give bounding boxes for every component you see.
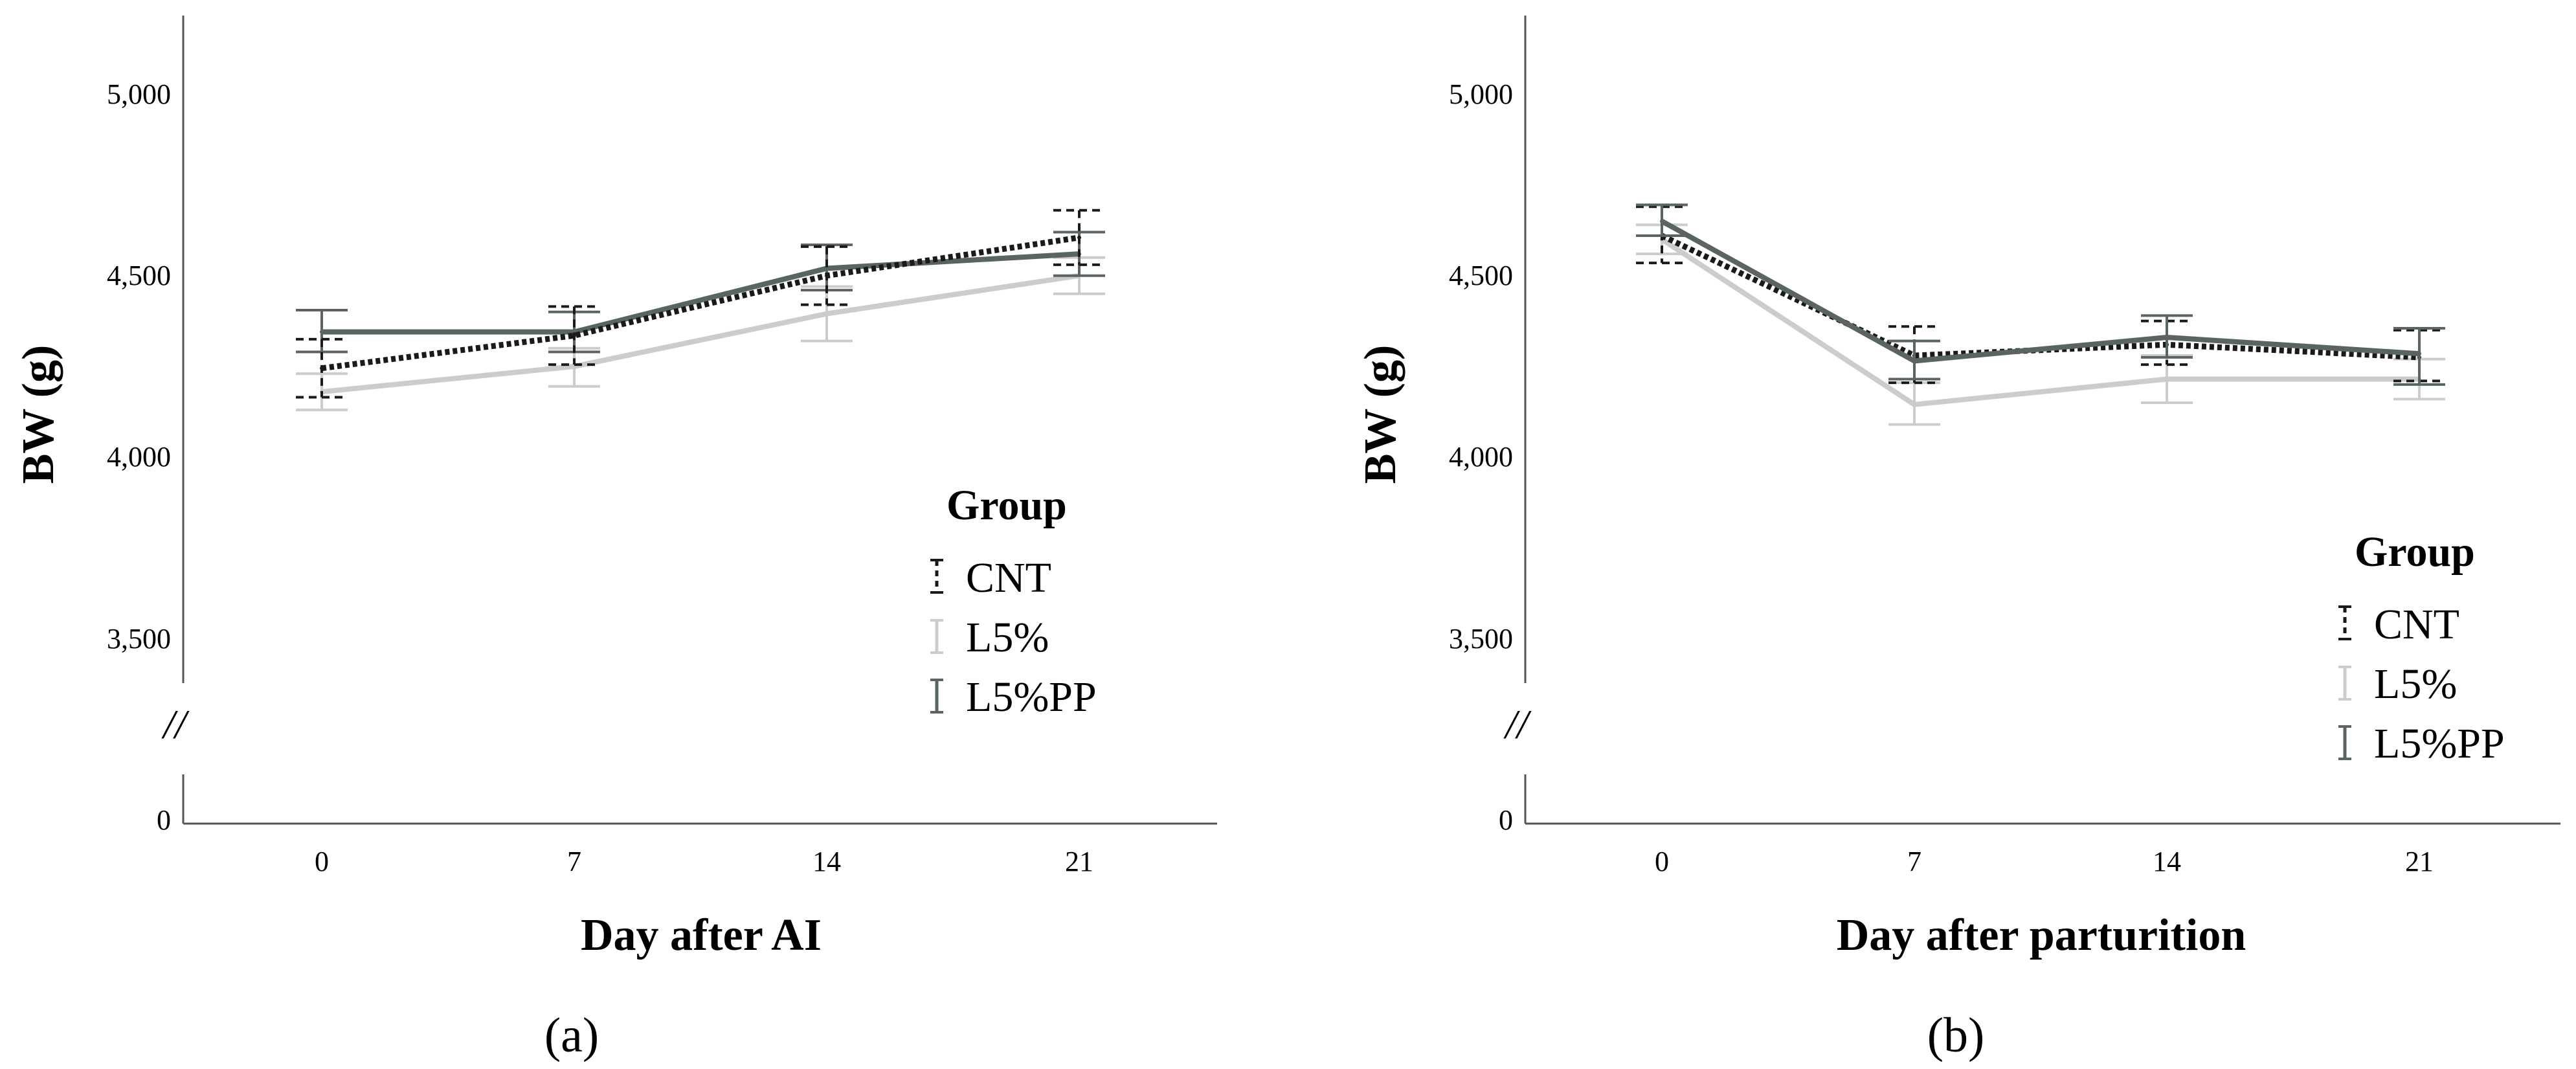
data-point-l5pp-0: [1660, 219, 1664, 223]
axis-break-mark: //: [161, 701, 190, 747]
legend-label-l5pp: L5%PP: [2374, 720, 2505, 767]
x-tick-label-7: 7: [567, 846, 581, 877]
y-axis-title: BW (g): [14, 345, 63, 484]
data-point-cnt-14: [825, 273, 829, 278]
series-line-cnt: [321, 234, 1080, 372]
series-cnt-a: [296, 208, 1105, 399]
legend-item-l5pp: L5%PP: [930, 673, 1097, 721]
legend-label-cnt: CNT: [2374, 601, 2459, 648]
legend-b: Group CNT L5%: [2338, 528, 2505, 767]
legend-item-cnt: CNT: [2338, 601, 2459, 648]
y-tick-label-4500: 4,500: [1449, 260, 1513, 291]
data-point-l5pp-14: [2165, 335, 2169, 339]
legend-swatch-l5: [2338, 666, 2351, 701]
y-tick-label-0: 0: [1499, 804, 1513, 836]
error-bars-cnt: [1636, 205, 2445, 385]
x-axis-title: Day after AI: [581, 910, 822, 960]
x-tick-label-21: 21: [1065, 846, 1093, 877]
legend-label-l5pp: L5%PP: [966, 673, 1097, 721]
data-point-l5-7: [1912, 402, 1916, 407]
series-line-l5: [1660, 237, 2419, 407]
data-point-cnt-21: [1077, 235, 1081, 240]
error-bars-cnt: [296, 208, 1105, 399]
legend-title: Group: [946, 482, 1067, 529]
y-tick-label-0: 0: [157, 804, 171, 836]
data-point-l5pp-21: [2417, 352, 2421, 356]
series-line-cnt: [1661, 233, 2420, 361]
y-tick-label-4000: 4,000: [107, 441, 171, 473]
legend-item-l5: L5%: [2338, 660, 2457, 708]
data-point-l5pp-14: [825, 266, 829, 271]
x-tick-label-21: 21: [2405, 846, 2434, 877]
y-tick-label-4000: 4,000: [1449, 441, 1513, 473]
legend-swatch-l5pp: [930, 679, 943, 714]
data-point-cnt-0: [320, 366, 324, 370]
legend-item-l5: L5%: [930, 614, 1049, 661]
data-point-l5pp-0: [320, 330, 324, 334]
data-point-l5pp-7: [1912, 359, 1916, 363]
x-tick-label-7: 7: [1907, 846, 1921, 877]
data-point-l5-14: [2165, 377, 2169, 381]
error-bar-l5pp-21: [2393, 327, 2445, 386]
x-tick-label-0: 0: [315, 846, 329, 877]
error-bars-l5pp: [1636, 203, 2445, 386]
legend-label-l5: L5%: [2374, 660, 2457, 708]
y-tick-label-5000: 5,000: [1449, 78, 1513, 110]
legend-label-l5: L5%: [966, 614, 1049, 661]
panel-label-b: (b): [1927, 1008, 1985, 1063]
series-line-l5pp: [322, 251, 1080, 335]
series-l5pp-b: [1636, 203, 2445, 386]
data-point-cnt-7: [572, 333, 576, 338]
legend-swatch-l5: [930, 619, 943, 654]
chart-panel-a: 0 3,500 4,000 4,500 5,000 // 0 7 14 21: [14, 16, 1217, 1063]
legend-title: Group: [2355, 528, 2475, 576]
series-line-l5pp: [1661, 219, 2420, 364]
legend-swatch-cnt: [930, 559, 943, 594]
x-tick-label-14: 14: [2153, 846, 2181, 877]
axis-break-mark: //: [1503, 701, 1532, 747]
series-l5-b: [1636, 223, 2445, 426]
legend-swatch-cnt: [2338, 605, 2351, 640]
x-tick-label-0: 0: [1655, 846, 1669, 877]
series-cnt-b: [1636, 205, 2445, 385]
y-tick-label-3500: 3,500: [107, 623, 171, 655]
data-point-l5-14: [825, 311, 829, 316]
series-line-l5: [321, 273, 1080, 395]
legend-label-cnt: CNT: [966, 554, 1051, 602]
panel-label-a: (a): [544, 1008, 599, 1063]
x-axis-title: Day after parturition: [1837, 910, 2246, 960]
x-tick-label-14: 14: [812, 846, 841, 877]
legend-swatch-l5pp: [2338, 725, 2351, 760]
error-bars-l5: [1636, 223, 2445, 426]
plot-area-a: [296, 208, 1105, 412]
chart-panel-b: 0 3,500 4,000 4,500 5,000 // 0 7 14 21: [1356, 16, 2560, 1063]
legend-a: Group CNT L5%: [930, 482, 1097, 721]
y-tick-label-3500: 3,500: [1449, 623, 1513, 655]
legend-item-cnt: CNT: [930, 554, 1051, 602]
legend-item-l5pp: L5%PP: [2338, 720, 2505, 767]
y-tick-label-5000: 5,000: [107, 78, 171, 110]
plot-area-b: [1636, 203, 2445, 426]
y-axis-title: BW (g): [1356, 345, 1406, 484]
y-tick-label-4500: 4,500: [107, 260, 171, 291]
